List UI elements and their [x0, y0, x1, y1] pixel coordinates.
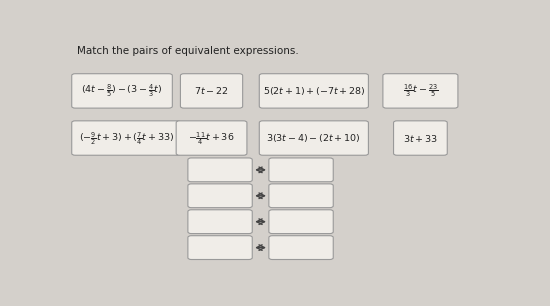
FancyBboxPatch shape — [269, 158, 333, 182]
FancyBboxPatch shape — [394, 121, 447, 155]
FancyBboxPatch shape — [72, 74, 172, 108]
Text: $-\frac{11}{4}t+36$: $-\frac{11}{4}t+36$ — [188, 129, 235, 147]
Text: $\frac{16}{3}t-\frac{23}{5}$: $\frac{16}{3}t-\frac{23}{5}$ — [403, 82, 438, 99]
FancyBboxPatch shape — [259, 74, 369, 108]
Text: Match the pairs of equivalent expressions.: Match the pairs of equivalent expression… — [77, 46, 299, 56]
FancyBboxPatch shape — [269, 236, 333, 259]
FancyBboxPatch shape — [188, 210, 252, 233]
FancyBboxPatch shape — [188, 184, 252, 208]
Text: $5(2t+1)+(-7t+28)$: $5(2t+1)+(-7t+28)$ — [262, 85, 365, 97]
FancyBboxPatch shape — [176, 121, 247, 155]
FancyBboxPatch shape — [269, 210, 333, 233]
Text: $(-\frac{9}{2}t+3)+(\frac{7}{4}t+33)$: $(-\frac{9}{2}t+3)+(\frac{7}{4}t+33)$ — [79, 129, 174, 147]
Text: $3(3t-4)-(2t+10)$: $3(3t-4)-(2t+10)$ — [267, 132, 361, 144]
FancyBboxPatch shape — [269, 184, 333, 208]
Text: $3t+33$: $3t+33$ — [403, 132, 438, 144]
FancyBboxPatch shape — [180, 74, 243, 108]
Text: $(4t-\frac{8}{5})-(3-\frac{4}{3}t)$: $(4t-\frac{8}{5})-(3-\frac{4}{3}t)$ — [81, 82, 163, 99]
Text: $7t-22$: $7t-22$ — [194, 85, 229, 96]
FancyBboxPatch shape — [72, 121, 181, 155]
FancyBboxPatch shape — [188, 158, 252, 182]
FancyBboxPatch shape — [188, 236, 252, 259]
FancyBboxPatch shape — [383, 74, 458, 108]
FancyBboxPatch shape — [259, 121, 369, 155]
